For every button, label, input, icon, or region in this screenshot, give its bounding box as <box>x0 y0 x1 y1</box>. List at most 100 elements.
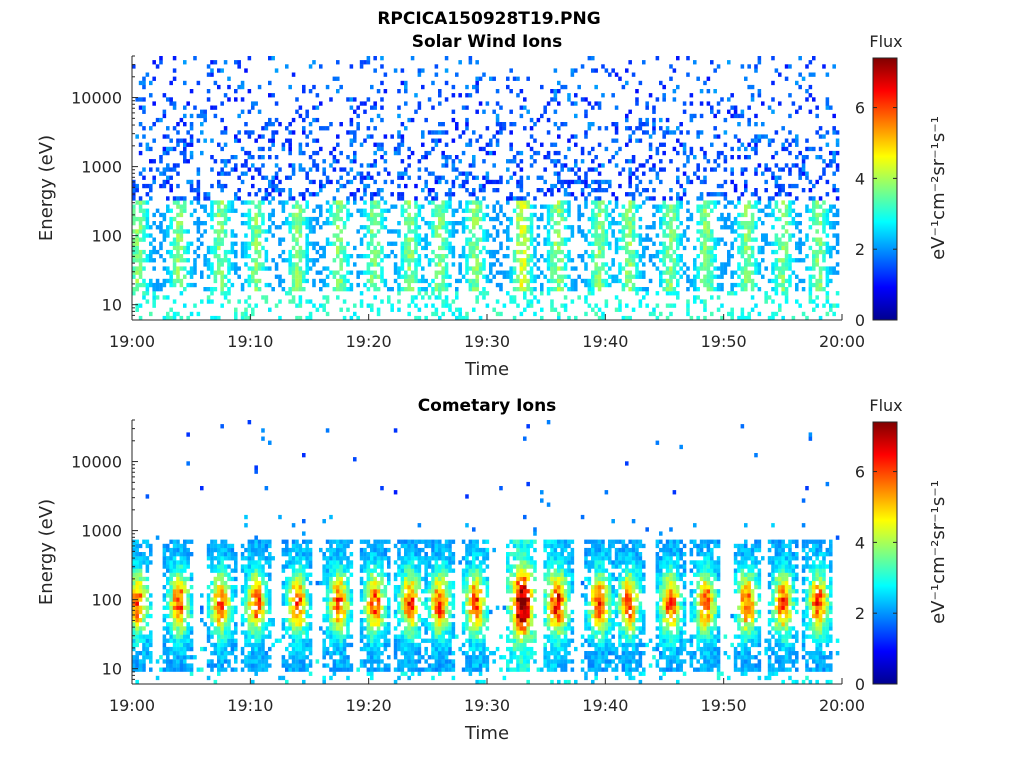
heatmap-cell <box>506 225 510 229</box>
heatmap-cell <box>268 573 272 577</box>
heatmap-cell <box>220 569 224 573</box>
heatmap-cell <box>523 126 527 130</box>
heatmap-cell <box>506 246 510 250</box>
heatmap-cell <box>384 73 388 77</box>
heatmap-cell <box>628 60 632 64</box>
heatmap-cell <box>465 312 469 316</box>
heatmap-cell <box>220 291 224 295</box>
heatmap-cell <box>567 180 571 184</box>
heatmap-cell <box>261 602 265 606</box>
heatmap-cell <box>424 246 428 250</box>
heatmap-cell <box>530 266 534 270</box>
heatmap-cell <box>370 200 374 204</box>
heatmap-cell <box>513 287 517 291</box>
heatmap-cell <box>775 279 779 283</box>
heatmap-cell <box>418 73 422 77</box>
heatmap-cell <box>265 540 269 544</box>
heatmap-cell <box>703 308 707 312</box>
heatmap-cell <box>169 581 173 585</box>
heatmap-cell <box>146 147 150 151</box>
heatmap-cell <box>132 266 136 270</box>
heatmap-cell <box>720 287 724 291</box>
heatmap-cell <box>180 196 184 200</box>
heatmap-cell <box>227 262 231 266</box>
heatmap-cell <box>431 139 435 143</box>
heatmap-cell <box>390 229 394 233</box>
heatmap-cell <box>822 250 826 254</box>
heatmap-cell <box>594 238 598 242</box>
heatmap-cell <box>421 238 425 242</box>
heatmap-cell <box>336 200 340 204</box>
heatmap-cell <box>720 283 724 287</box>
heatmap-cell <box>771 242 775 246</box>
heatmap-cell <box>421 188 425 192</box>
heatmap-cell <box>217 556 221 560</box>
heatmap-cell <box>180 639 184 643</box>
heatmap-cell <box>231 614 235 618</box>
heatmap-cell <box>588 229 592 233</box>
heatmap-cell <box>513 295 517 299</box>
heatmap-cell <box>346 279 350 283</box>
heatmap-cell <box>316 151 320 155</box>
heatmap-cell <box>526 262 530 266</box>
heatmap-cell <box>543 275 547 279</box>
heatmap-cell <box>645 101 649 105</box>
heatmap-cell <box>659 180 663 184</box>
heatmap-cell <box>217 262 221 266</box>
heatmap-cell <box>176 668 180 672</box>
heatmap-cell <box>618 271 622 275</box>
heatmap-cell <box>758 134 762 138</box>
heatmap-cell <box>475 110 479 114</box>
heatmap-cell <box>669 221 673 225</box>
heatmap-cell <box>707 254 711 258</box>
heatmap-cell <box>166 229 170 233</box>
heatmap-cell <box>785 262 789 266</box>
heatmap-cell <box>632 172 636 176</box>
heatmap-cell <box>530 279 534 283</box>
heatmap-cell <box>679 258 683 262</box>
heatmap-cell <box>805 205 809 209</box>
heatmap-cell <box>234 139 238 143</box>
heatmap-cell <box>146 494 150 498</box>
heatmap-cell <box>265 651 269 655</box>
heatmap-cell <box>520 167 524 171</box>
heatmap-cell <box>186 552 190 556</box>
heatmap-cell <box>832 172 836 176</box>
heatmap-cell <box>166 602 170 606</box>
heatmap-cell <box>183 159 187 163</box>
heatmap-cell <box>217 229 221 233</box>
heatmap-cell <box>180 151 184 155</box>
heatmap-cell <box>207 275 211 279</box>
heatmap-cell <box>785 279 789 283</box>
heatmap-cell <box>666 254 670 258</box>
heatmap-cell <box>152 159 156 163</box>
heatmap-cell <box>200 221 204 225</box>
heatmap-cell <box>594 221 598 225</box>
heatmap-cell <box>720 262 724 266</box>
heatmap-cell <box>448 304 452 308</box>
heatmap-cell <box>441 304 445 308</box>
heatmap-cell <box>645 291 649 295</box>
heatmap-cell <box>652 126 656 130</box>
heatmap-cell <box>754 134 758 138</box>
heatmap-cell <box>244 564 248 568</box>
heatmap-cell <box>139 618 143 622</box>
heatmap-cell <box>224 659 228 663</box>
heatmap-cell <box>724 221 728 225</box>
heatmap-cell <box>530 258 534 262</box>
heatmap-cell <box>156 118 160 122</box>
heatmap-cell <box>149 242 153 246</box>
heatmap-cell <box>176 233 180 237</box>
heatmap-cell <box>482 291 486 295</box>
heatmap-cell <box>380 97 384 101</box>
heatmap-cell <box>248 668 252 672</box>
heatmap-cell <box>826 283 830 287</box>
heatmap-cell <box>248 589 252 593</box>
heatmap-cell <box>452 229 456 233</box>
heatmap-cell <box>788 275 792 279</box>
heatmap-cell <box>207 676 211 680</box>
heatmap-cell <box>499 130 503 134</box>
heatmap-cell <box>543 238 547 242</box>
heatmap-cell <box>465 209 469 213</box>
heatmap-cell <box>577 217 581 221</box>
